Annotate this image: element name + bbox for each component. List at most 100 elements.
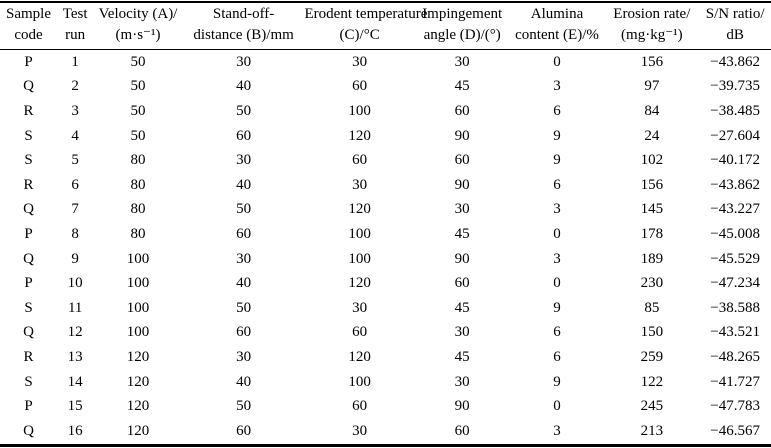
table-cell-sample-code: P <box>24 275 33 292</box>
table-cell-alumina-content: 9 <box>553 127 561 144</box>
table-cell-velocity: 50 <box>130 78 146 95</box>
table-cell-alumina-content: 9 <box>553 299 561 316</box>
table-cell-standoff-distance: 50 <box>236 398 252 415</box>
column-header-sn-ratio-line2: dB <box>726 27 744 43</box>
table-cell-erodent-temperature: 100 <box>348 102 371 119</box>
table-cell-erosion-rate: 213 <box>640 422 664 439</box>
table-cell-velocity: 120 <box>126 373 150 390</box>
table-row: P 1 50 30 30 30 0 156 −43.862 <box>0 50 771 75</box>
table-cell-erodent-temperature: 30 <box>352 176 368 193</box>
table-cell-test-run: 10 <box>67 275 83 292</box>
column-header-test-run-line1: Test <box>62 6 88 22</box>
table-cell-alumina-content: 3 <box>553 250 561 267</box>
table-cell-alumina-content: 0 <box>553 275 561 292</box>
table-cell-impingement-angle: 45 <box>454 348 470 365</box>
table-cell-erosion-rate: 24 <box>644 127 660 144</box>
table-cell-sample-code: P <box>24 398 33 415</box>
table-row: R 3 50 50 100 60 6 84 −38.485 <box>0 99 771 124</box>
table-cell-velocity: 50 <box>130 53 146 70</box>
table-cell-sample-code: P <box>24 53 33 70</box>
table-cell-erodent-temperature: 30 <box>352 53 368 70</box>
table-cell-erosion-rate: 150 <box>640 324 664 341</box>
table-cell-test-run: 8 <box>71 225 79 242</box>
column-header-standoff-distance-line1: Stand-off- <box>212 6 275 22</box>
table-cell-impingement-angle: 90 <box>454 176 470 193</box>
table-cell-sample-code: Q <box>23 78 34 95</box>
table-cell-impingement-angle: 45 <box>454 225 470 242</box>
table-cell-sn-ratio: −43.227 <box>710 201 760 218</box>
column-header-erodent-temperature-line2: (C)/°C <box>339 27 380 43</box>
table-cell-sn-ratio: −41.727 <box>710 373 760 390</box>
table-cell-sn-ratio: −48.265 <box>710 348 760 365</box>
table-cell-alumina-content: 3 <box>553 201 561 218</box>
table-cell-erosion-rate: 97 <box>644 78 660 95</box>
table-cell-erosion-rate: 85 <box>644 299 660 316</box>
table-cell-sample-code: Q <box>23 201 34 218</box>
table-cell-velocity: 120 <box>126 422 150 439</box>
table-cell-sn-ratio: −38.588 <box>710 299 760 316</box>
table-cell-standoff-distance: 40 <box>236 78 252 95</box>
table-cell-standoff-distance: 60 <box>236 225 252 242</box>
table-cell-velocity: 100 <box>126 324 150 341</box>
table-cell-velocity: 50 <box>130 102 146 119</box>
table-cell-impingement-angle: 90 <box>454 250 470 267</box>
table-body: P 1 50 30 30 30 0 156 −43.862 Q 2 50 40 60 45 3 97 −39.73… <box>0 50 771 446</box>
table-cell-alumina-content: 3 <box>553 78 561 95</box>
column-header-erosion-rate-line1: Erosion rate/ <box>613 6 691 22</box>
column-header-sample-code: Sample code <box>0 2 57 50</box>
table-cell-erosion-rate: 84 <box>644 102 660 119</box>
table-cell-test-run: 16 <box>67 422 83 439</box>
table-cell-impingement-angle: 30 <box>454 324 470 341</box>
table-row: Q 12 100 60 60 30 6 150 −43.521 <box>0 321 771 346</box>
table-cell-erosion-rate: 230 <box>640 275 664 292</box>
table-cell-test-run: 13 <box>67 348 83 365</box>
table-cell-standoff-distance: 40 <box>236 275 252 292</box>
table-cell-impingement-angle: 90 <box>454 127 470 144</box>
table-cell-sample-code: Q <box>23 250 34 267</box>
table-cell-sn-ratio: −46.567 <box>710 422 760 439</box>
column-header-impingement-angle: Impingement angle (D)/(°) <box>415 2 510 50</box>
table-cell-erosion-rate: 178 <box>640 225 664 242</box>
table-cell-test-run: 5 <box>71 152 79 169</box>
table-row: Q 2 50 40 60 45 3 97 −39.735 <box>0 75 771 100</box>
table-cell-alumina-content: 6 <box>553 176 561 193</box>
column-header-standoff-distance-line2: distance (B)/mm <box>193 27 294 43</box>
table-cell-sample-code: S <box>24 127 33 144</box>
column-header-test-run-line2: run <box>65 27 86 43</box>
column-header-velocity-line2: (m·s⁻¹) <box>115 27 161 43</box>
table-cell-erodent-temperature: 120 <box>348 201 371 218</box>
column-header-sn-ratio: S/N ratio/dB <box>699 2 771 50</box>
column-header-velocity: Velocity (A)/ (m·s⁻¹) <box>93 2 182 50</box>
table-cell-erosion-rate: 145 <box>640 201 664 218</box>
table-cell-impingement-angle: 45 <box>454 78 470 95</box>
table-cell-erodent-temperature: 30 <box>352 422 368 439</box>
table-cell-test-run: 11 <box>67 299 83 316</box>
table-cell-velocity: 80 <box>130 152 146 169</box>
table-cell-erosion-rate: 102 <box>640 152 664 169</box>
table-cell-erodent-temperature: 60 <box>352 324 368 341</box>
table-cell-standoff-distance: 30 <box>236 53 252 70</box>
table-cell-velocity: 120 <box>126 398 150 415</box>
table-cell-velocity: 50 <box>130 127 146 144</box>
table-cell-sn-ratio: −43.862 <box>710 53 760 70</box>
table-row: Q 16 120 60 30 60 3 213 −46.567 <box>0 419 771 445</box>
table-cell-impingement-angle: 30 <box>454 53 470 70</box>
table-row: S 11 100 50 30 45 9 85 −38.588 <box>0 296 771 321</box>
table-cell-standoff-distance: 60 <box>236 127 252 144</box>
table-cell-erodent-temperature: 60 <box>352 398 368 415</box>
table-cell-test-run: 15 <box>67 398 83 415</box>
table-cell-sample-code: R <box>23 348 34 365</box>
table-cell-impingement-angle: 30 <box>454 373 470 390</box>
table-cell-sample-code: S <box>24 299 33 316</box>
table-cell-erodent-temperature: 60 <box>352 78 368 95</box>
table-cell-velocity: 100 <box>126 250 150 267</box>
table-cell-sample-code: Q <box>23 422 34 439</box>
table-cell-erosion-rate: 189 <box>640 250 664 267</box>
table-cell-alumina-content: 6 <box>553 348 561 365</box>
table-cell-sample-code: P <box>24 225 33 242</box>
table-cell-sample-code: S <box>24 373 33 390</box>
table-cell-impingement-angle: 90 <box>454 398 470 415</box>
table-cell-standoff-distance: 30 <box>236 348 252 365</box>
table-cell-standoff-distance: 50 <box>236 299 252 316</box>
